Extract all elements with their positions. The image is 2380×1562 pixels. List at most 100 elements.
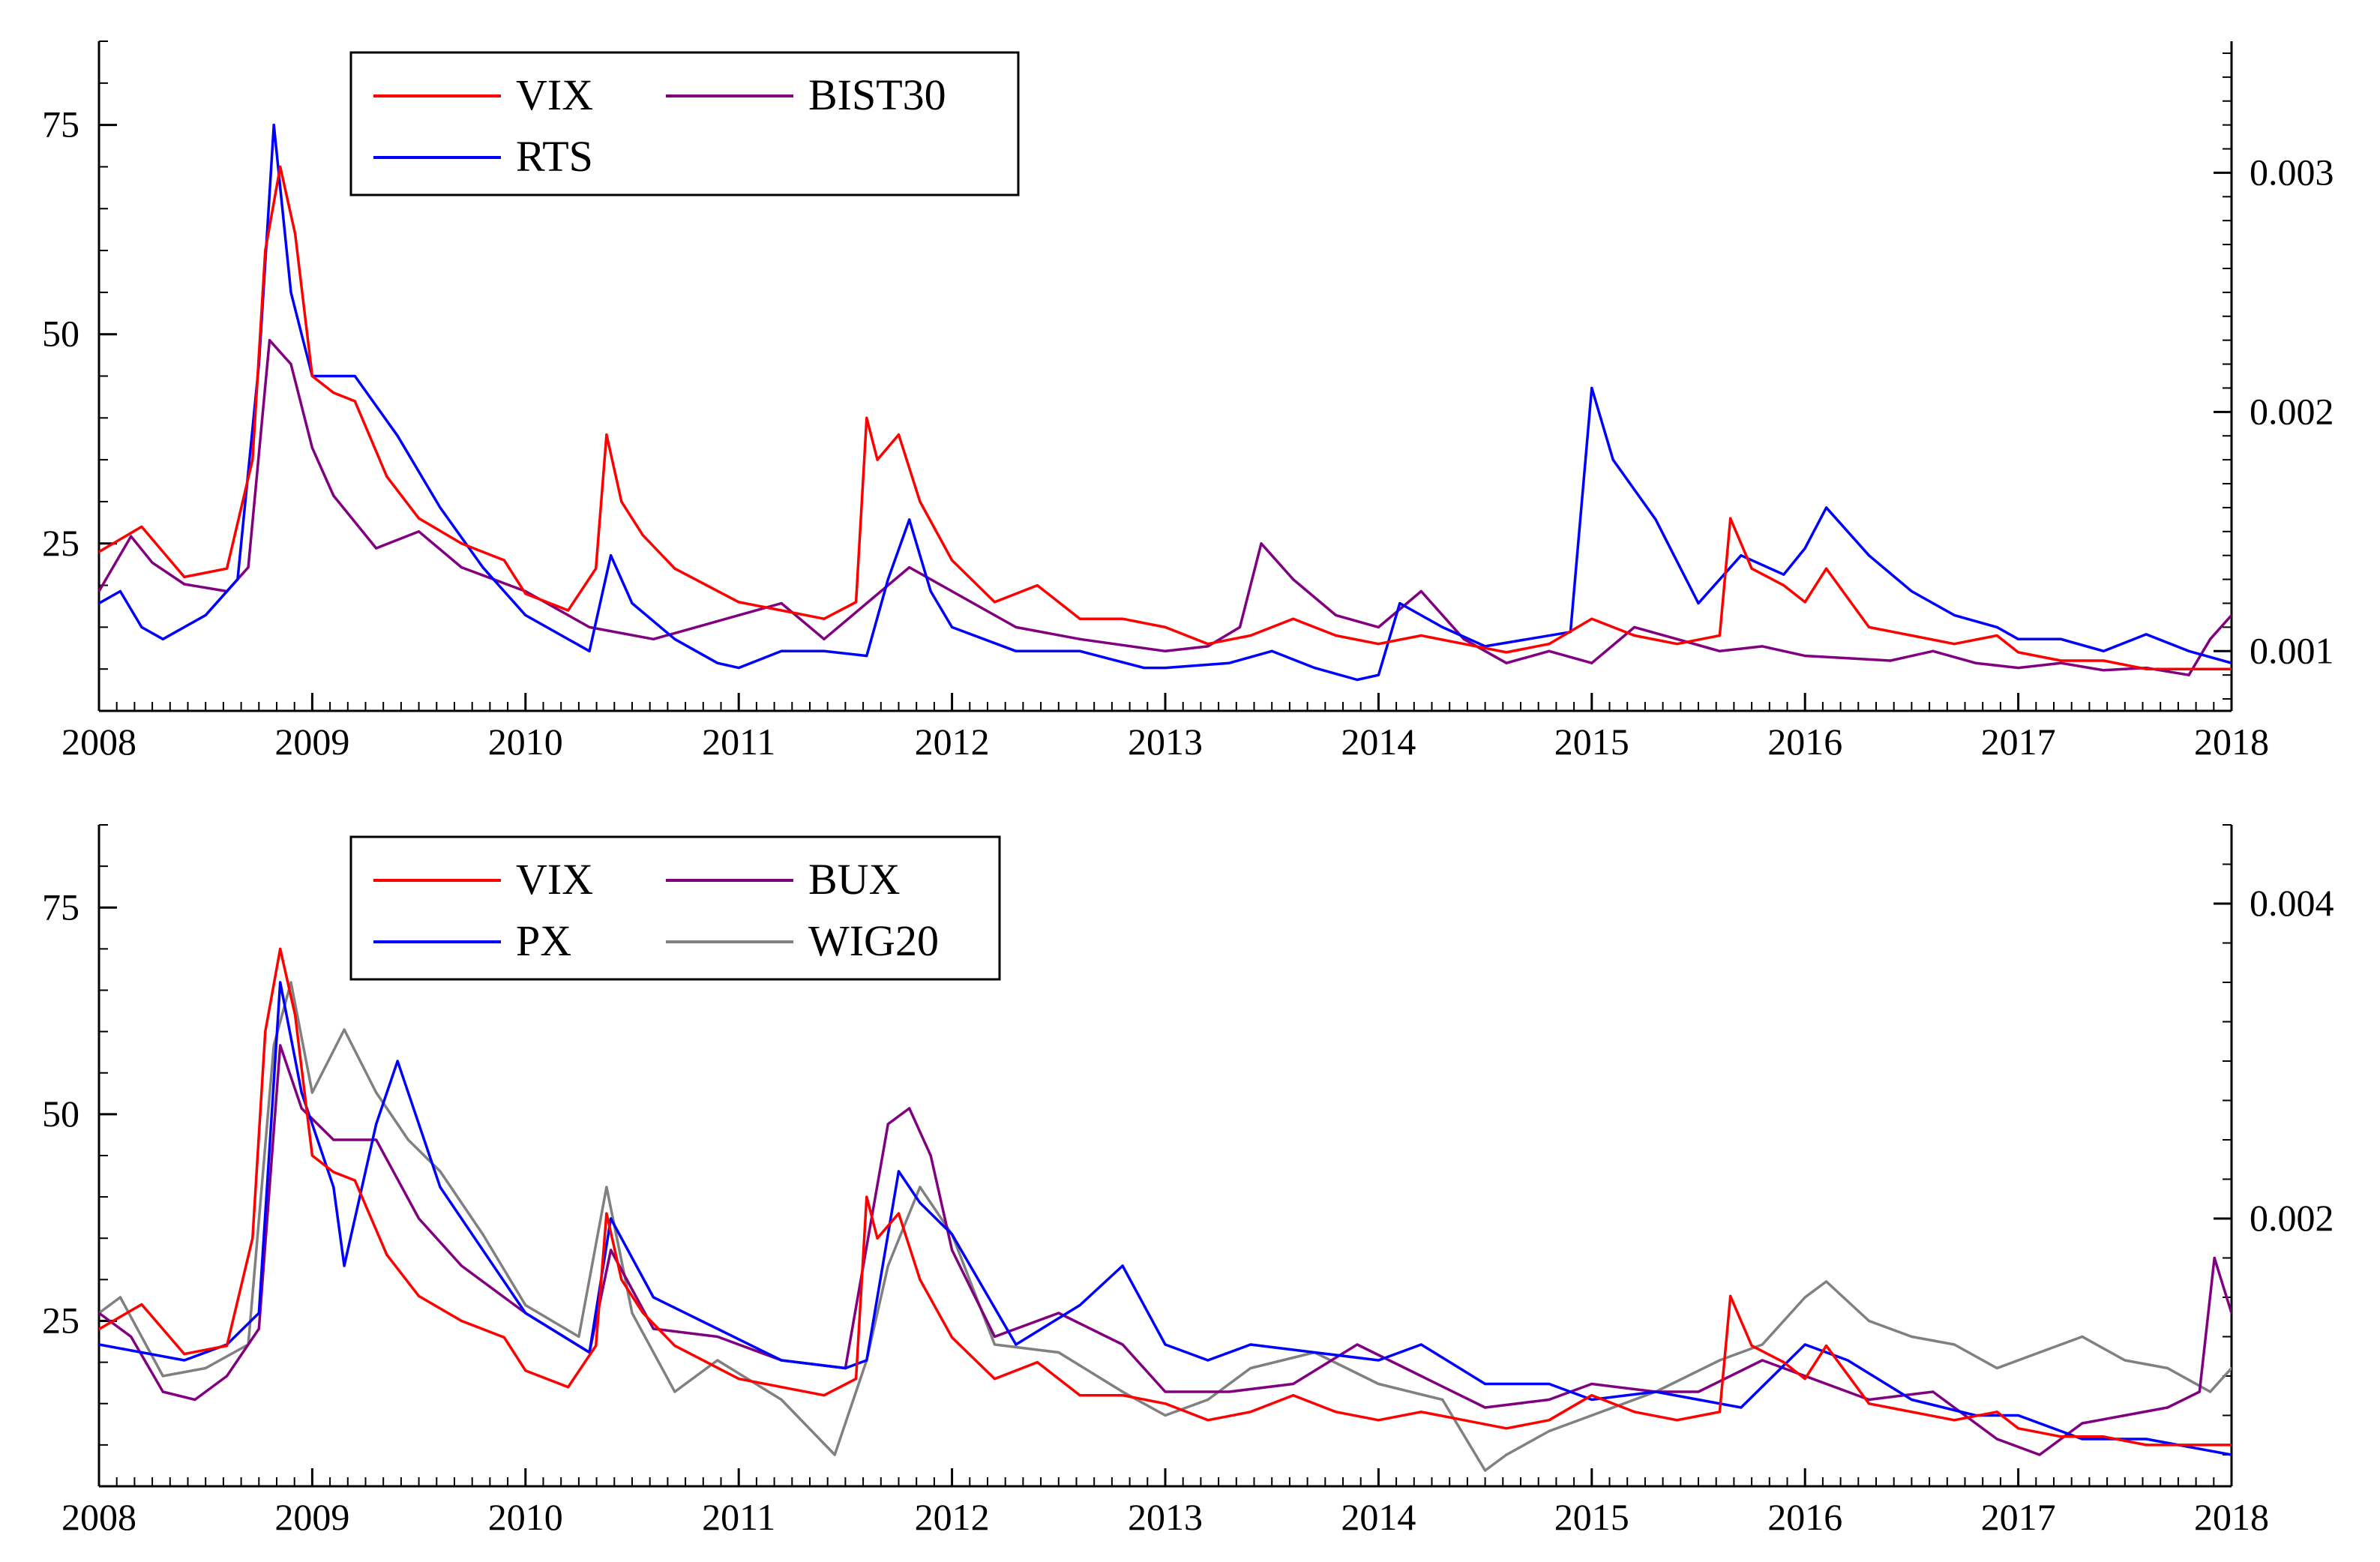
data-point-bist30	[310, 446, 313, 449]
data-point-bist30	[1889, 659, 1892, 662]
data-point-rts	[673, 637, 676, 640]
data-point-px	[1803, 1343, 1806, 1346]
data-point-vix	[183, 1353, 186, 1356]
data-point-bist30	[1803, 655, 1806, 658]
data-point-vix	[1377, 1419, 1380, 1422]
series-line-rts	[99, 123, 2232, 682]
data-point-vix	[418, 1294, 421, 1298]
data-point-bux	[226, 1375, 229, 1378]
data-point-vix	[524, 592, 527, 595]
x-tick-label-2011: 2011	[702, 721, 775, 763]
data-point-bist30	[183, 583, 186, 586]
x-tick-label-2012: 2012	[915, 1496, 990, 1538]
data-point-rts	[1313, 666, 1316, 670]
x-tick-label-2012: 2012	[915, 721, 990, 763]
data-point-vix	[620, 1278, 623, 1281]
legend-label-bist30: BIST30	[808, 70, 946, 119]
data-point-wig20	[375, 1091, 378, 1094]
data-point-vix	[2145, 667, 2148, 670]
data-point-wig20	[524, 1303, 527, 1307]
data-point-vix	[460, 542, 463, 545]
data-point-vix	[1249, 634, 1252, 637]
data-point-rts	[1867, 554, 1871, 557]
data-point-wig20	[1803, 1296, 1806, 1299]
data-point-vix	[567, 1386, 570, 1389]
left-y-tick-label-25: 25	[42, 522, 79, 564]
data-point-vix	[1718, 1411, 1722, 1414]
data-point-bux	[1590, 1382, 1593, 1386]
legend-label-vix: VIX	[516, 855, 593, 904]
data-point-bux	[1121, 1343, 1124, 1346]
data-point-bux	[886, 1123, 889, 1126]
data-point-vix	[2187, 1444, 2190, 1447]
data-point-vix	[2017, 651, 2020, 654]
data-point-vix	[1505, 1427, 1508, 1430]
data-point-bux	[1164, 1390, 1167, 1393]
data-point-rts	[1377, 673, 1380, 676]
right-y-tick-label-0-002: 0.002	[2250, 390, 2334, 432]
left-y-tick-label-50: 50	[42, 1093, 79, 1135]
data-point-rts	[396, 434, 399, 437]
x-tick-label-2017: 2017	[1981, 1496, 2056, 1538]
data-point-wig20	[833, 1453, 836, 1456]
x-tick-label-2010: 2010	[488, 1496, 563, 1538]
data-point-vix	[1825, 1344, 1828, 1348]
data-point-rts	[1953, 613, 1956, 617]
data-point-bux	[2230, 1312, 2232, 1315]
data-point-px	[2081, 1438, 2084, 1441]
data-point-bist30	[1590, 661, 1593, 664]
data-point-rts	[2017, 637, 2020, 640]
data-point-vix	[1633, 1411, 1636, 1414]
data-point-vix	[1953, 643, 1956, 646]
data-point-vix	[605, 433, 608, 436]
data-point-bist30	[1932, 649, 1935, 652]
data-point-bux	[1548, 1398, 1551, 1402]
data-point-vix	[1910, 634, 1913, 637]
data-point-bux	[1932, 1390, 1935, 1393]
data-point-vix	[1505, 651, 1508, 654]
data-point-vix	[1995, 634, 1998, 637]
legend-label-wig20: WIG20	[808, 916, 939, 965]
data-point-px	[1846, 1359, 1849, 1362]
data-point-vix	[1953, 1419, 1956, 1422]
data-point-vix	[1633, 634, 1636, 637]
data-point-vix	[1036, 583, 1039, 587]
legend-label-bux: BUX	[808, 855, 900, 904]
data-point-vix	[353, 400, 356, 403]
data-point-vix	[673, 1344, 676, 1348]
data-point-vix	[332, 391, 335, 394]
data-point-bux	[993, 1335, 997, 1339]
data-point-px	[1419, 1343, 1422, 1346]
data-point-bist30	[780, 601, 783, 605]
left-y-tick-label-50: 50	[42, 313, 79, 355]
data-point-rts	[140, 625, 143, 628]
data-point-vix	[1729, 1294, 1732, 1298]
data-point-bist30	[99, 589, 100, 593]
data-point-bist30	[1015, 625, 1018, 628]
data-point-bist30	[737, 613, 740, 617]
data-point-vix	[385, 475, 388, 478]
data-point-vix	[567, 609, 570, 612]
x-tick-label-2014: 2014	[1341, 721, 1416, 763]
data-point-wig20	[343, 1028, 346, 1031]
data-point-px	[919, 1201, 922, 1204]
data-point-wig20	[1057, 1351, 1060, 1354]
data-point-bist30	[1675, 637, 1679, 640]
data-point-bux	[2081, 1422, 2084, 1425]
data-point-wig20	[993, 1343, 997, 1346]
data-point-vix	[951, 1336, 954, 1339]
x-tick-label-2008: 2008	[61, 1496, 136, 1538]
data-point-vix	[919, 500, 922, 503]
data-point-vix	[1206, 643, 1209, 646]
x-tick-label-2016: 2016	[1767, 1496, 1842, 1538]
data-point-px	[300, 1091, 303, 1094]
legend-box	[349, 835, 1001, 981]
data-point-vix	[1249, 1411, 1252, 1414]
data-point-vix	[1206, 1419, 1209, 1422]
x-tick-label-2016: 2016	[1767, 721, 1842, 763]
data-point-wig20	[1910, 1335, 1913, 1339]
data-point-vix	[251, 1237, 254, 1240]
data-point-vix	[737, 1378, 740, 1381]
data-point-px	[2017, 1414, 2020, 1417]
data-point-vix	[1377, 643, 1380, 646]
